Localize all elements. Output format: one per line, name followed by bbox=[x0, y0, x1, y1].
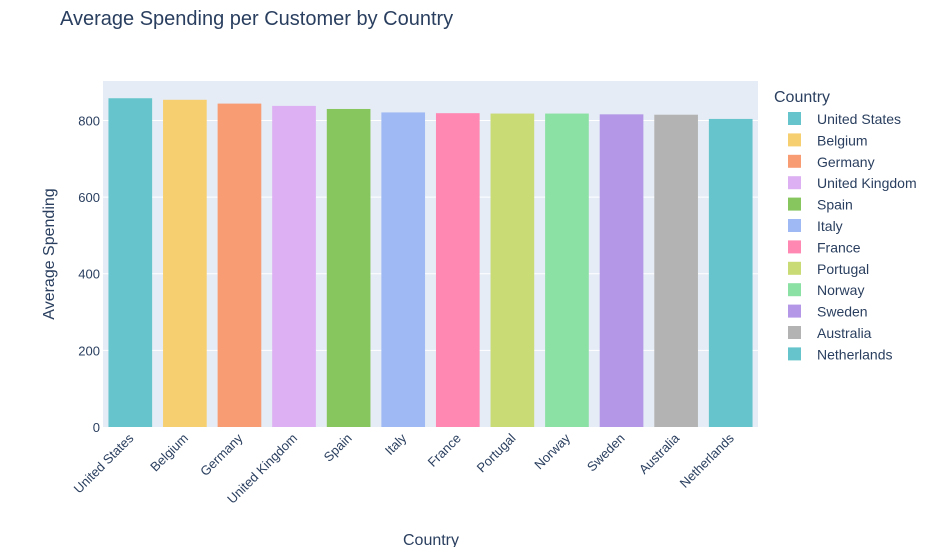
bar[interactable] bbox=[108, 98, 153, 427]
legend-label: Australia bbox=[817, 325, 872, 341]
legend-swatch bbox=[788, 197, 801, 211]
x-tick-label: Norway bbox=[531, 430, 573, 472]
x-tick-label: Spain bbox=[321, 431, 355, 465]
x-axis-title: Country bbox=[403, 532, 459, 547]
legend-item[interactable]: Belgium bbox=[788, 132, 868, 148]
legend-item[interactable]: Norway bbox=[788, 282, 864, 298]
legend-swatch bbox=[788, 176, 801, 190]
legend-item[interactable]: United Kingdom bbox=[788, 175, 917, 191]
y-axis-title: Average Spending bbox=[41, 188, 58, 319]
bar[interactable] bbox=[217, 103, 262, 427]
legend-label: United Kingdom bbox=[817, 175, 917, 191]
legend-label: Germany bbox=[817, 154, 875, 170]
bar[interactable] bbox=[435, 113, 480, 428]
x-tick-label: France bbox=[425, 431, 464, 470]
legend-swatch bbox=[788, 133, 801, 147]
x-tick-label: Belgium bbox=[147, 431, 191, 475]
bar[interactable] bbox=[272, 105, 316, 427]
legend-label: Portugal bbox=[817, 261, 869, 277]
legend-label: Belgium bbox=[817, 132, 868, 148]
legend-swatch bbox=[788, 283, 801, 297]
legend-item[interactable]: United States bbox=[788, 111, 901, 127]
legend[interactable]: United States Belgium Germany United Kingdo… bbox=[788, 111, 917, 362]
y-tick-label: 400 bbox=[78, 267, 100, 282]
bar[interactable] bbox=[163, 99, 207, 427]
x-tick-label: United States bbox=[71, 430, 137, 496]
y-tick-label: 600 bbox=[78, 190, 100, 205]
legend-item[interactable]: Australia bbox=[788, 325, 872, 341]
legend-swatch bbox=[788, 304, 801, 318]
x-tick-label: Sweden bbox=[584, 431, 628, 475]
bars bbox=[108, 98, 753, 428]
x-tick-label: Italy bbox=[382, 430, 410, 458]
legend-item[interactable]: France bbox=[788, 239, 861, 255]
y-tick-label: 200 bbox=[78, 343, 100, 358]
bar[interactable] bbox=[326, 108, 371, 428]
bar[interactable] bbox=[545, 113, 589, 427]
legend-label: Netherlands bbox=[817, 346, 893, 362]
legend-item[interactable]: Sweden bbox=[788, 304, 868, 320]
chart-title: Average Spending per Customer by Country bbox=[60, 8, 453, 30]
legend-swatch bbox=[788, 326, 801, 339]
x-tick-label: Netherlands bbox=[677, 430, 738, 491]
legend-item[interactable]: Netherlands bbox=[788, 346, 893, 362]
legend-label: Norway bbox=[817, 282, 864, 298]
legend-swatch bbox=[788, 261, 801, 275]
x-tick-label: Australia bbox=[636, 430, 683, 477]
bar[interactable] bbox=[708, 118, 753, 427]
legend-title: Country bbox=[774, 89, 830, 106]
y-tick-label: 800 bbox=[78, 113, 100, 128]
legend-swatch bbox=[788, 112, 801, 125]
y-tick-label: 0 bbox=[93, 420, 100, 435]
legend-swatch bbox=[788, 240, 801, 254]
legend-swatch bbox=[788, 219, 801, 232]
legend-label: Sweden bbox=[817, 304, 868, 320]
legend-label: United States bbox=[817, 111, 901, 127]
legend-label: France bbox=[817, 239, 861, 255]
legend-swatch bbox=[788, 154, 801, 168]
bar[interactable] bbox=[599, 114, 644, 428]
plot-area bbox=[103, 81, 758, 427]
bar[interactable] bbox=[654, 114, 698, 427]
bar[interactable] bbox=[381, 112, 426, 427]
legend-item[interactable]: Spain bbox=[788, 197, 853, 213]
legend-label: Spain bbox=[817, 197, 853, 213]
bar[interactable] bbox=[490, 113, 535, 427]
y-axis-ticks: 0 200 400 600 800 bbox=[78, 113, 100, 435]
x-tick-label: Portugal bbox=[474, 430, 519, 475]
legend-label: Italy bbox=[817, 218, 843, 234]
legend-swatch bbox=[788, 347, 801, 361]
legend-item[interactable]: Italy bbox=[788, 218, 843, 234]
legend-item[interactable]: Portugal bbox=[788, 261, 869, 277]
gridlines bbox=[103, 119, 758, 351]
x-tick-label: Germany bbox=[197, 430, 246, 479]
legend-item[interactable]: Germany bbox=[788, 154, 875, 170]
